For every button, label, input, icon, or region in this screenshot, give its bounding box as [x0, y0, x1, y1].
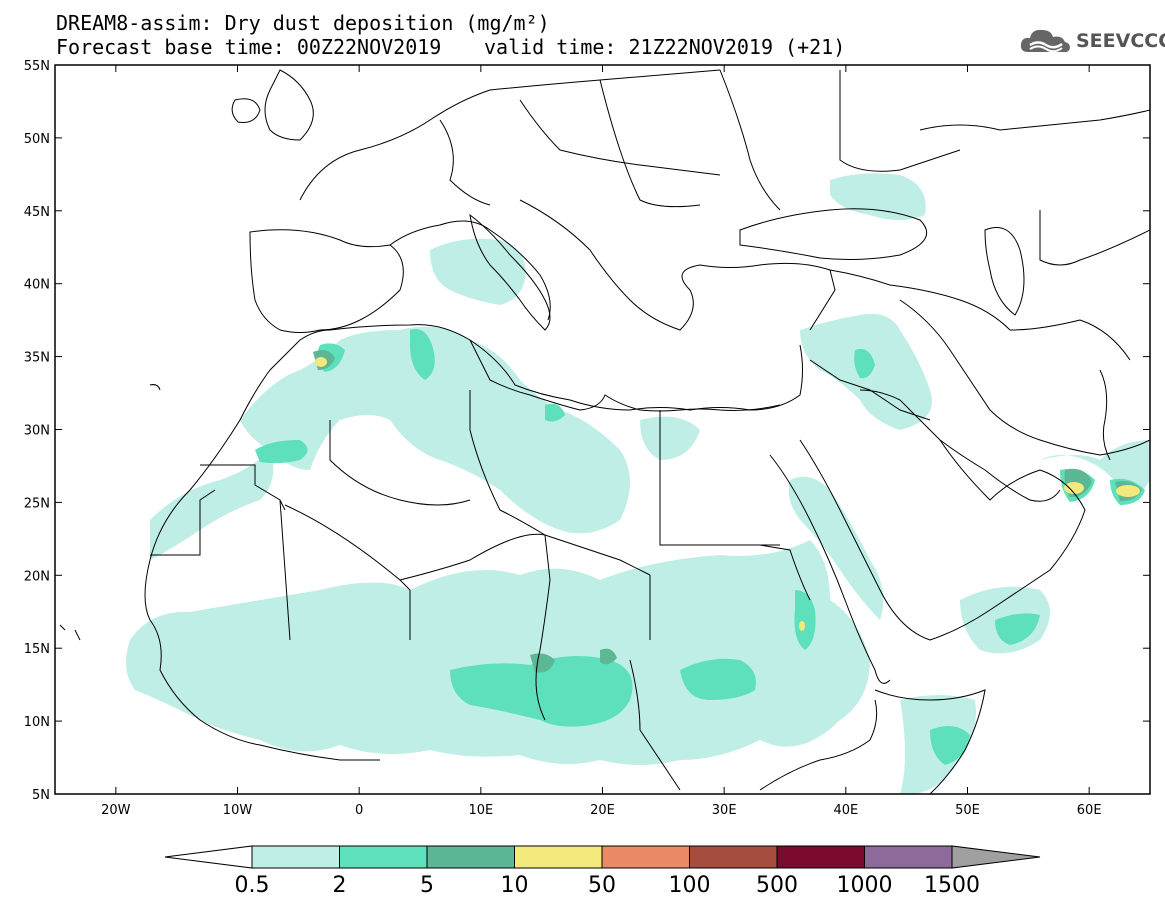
colorbar-swatch: [776, 845, 865, 869]
deposition-band-10-50: [315, 357, 1140, 631]
colorbar-label: 0.5: [235, 873, 270, 898]
lat-tick-label: 5N: [32, 788, 50, 803]
coastlines-and-borders: [59, 69, 1150, 794]
colorbar-label: 100: [669, 873, 711, 898]
colorbar-label: 1500: [924, 873, 980, 898]
lat-tick-label: 15N: [24, 642, 50, 657]
lon-tick-label: 60E: [1077, 803, 1102, 818]
lon-tick-label: 0: [355, 803, 363, 818]
lat-tick-label: 10N: [24, 715, 50, 730]
lon-tick-label: 40E: [833, 803, 858, 818]
dust-deposition-shading: [126, 173, 1150, 794]
colorbar-swatch: [251, 845, 340, 869]
colorbar-label: 1000: [837, 873, 893, 898]
lon-tick-label: 20E: [590, 803, 615, 818]
colorbar-label: 10: [501, 873, 529, 898]
colorbar-label: 50: [588, 873, 616, 898]
colorbar-swatch: [426, 845, 515, 869]
forecast-base-time: Forecast base time: 00Z22NOV2019: [56, 35, 442, 59]
lat-tick-label: 25N: [24, 496, 50, 511]
seevccc-logo: SEEVCCC: [1018, 24, 1165, 58]
lat-tick-label: 40N: [24, 278, 50, 293]
latitude-axis: 55N 50N 45N 40N 35N 30N 25N 20N 15N 10N 5N: [24, 59, 1150, 803]
colorbar-boxes: [164, 845, 1041, 869]
colorbar-swatch: [339, 845, 428, 869]
lat-tick-label: 50N: [24, 132, 50, 147]
lat-tick-label: 20N: [24, 569, 50, 584]
colorbar-swatch: [601, 845, 690, 869]
deposition-band-0.5-2: [126, 173, 1150, 794]
lat-tick-label: 45N: [24, 205, 50, 220]
colorbar-low-arrow: [164, 845, 253, 869]
lon-tick-label: 30E: [712, 803, 737, 818]
lon-tick-label: 20W: [101, 803, 131, 818]
lon-tick-label: 50E: [955, 803, 980, 818]
colorbar-high-arrow: [951, 845, 1041, 869]
lon-tick-label: 10E: [468, 803, 493, 818]
lat-tick-label: 35N: [24, 351, 50, 366]
colorbar-label: 5: [420, 873, 434, 898]
longitude-axis: 20W 10W 0 10E 20E 30E 40E 50E 60E: [101, 65, 1102, 818]
valid-time: valid time: 21Z22NOV2019 (+21): [484, 35, 846, 59]
lat-tick-label: 30N: [24, 424, 50, 439]
colorbar-labels: 0.5 2 5 10 50 100 500 1000 1500: [235, 873, 981, 898]
lon-tick-label: 10W: [223, 803, 253, 818]
logo-text: SEEVCCC: [1076, 30, 1165, 52]
colorbar-swatch: [689, 845, 778, 869]
colorbar-label: 2: [333, 873, 347, 898]
lat-tick-label: 55N: [24, 59, 50, 74]
colorbar-swatch: [514, 845, 603, 869]
cloud-logo-icon: [1020, 29, 1070, 53]
colorbar-label: 500: [756, 873, 798, 898]
colorbar-swatch: [864, 845, 953, 869]
map-title: DREAM8-assim: Dry dust deposition (mg/m²…: [56, 11, 550, 35]
